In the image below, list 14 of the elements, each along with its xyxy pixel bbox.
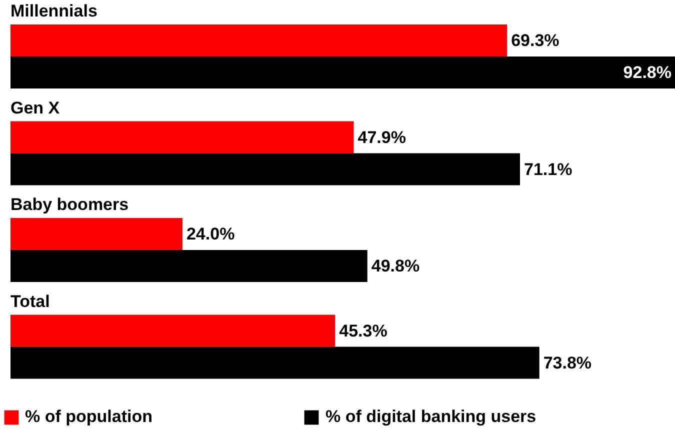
y-tick-label: Baby boomers [10, 195, 129, 214]
data-label: 49.8% [371, 256, 420, 276]
data-label: 71.1% [524, 160, 572, 179]
data-label: 45.3% [339, 321, 388, 340]
y-tick-label: Gen X [10, 98, 60, 118]
data-label: 24.0% [186, 224, 235, 244]
legend-label: % of digital banking users [325, 407, 536, 427]
data-label: 69.3% [511, 31, 560, 50]
data-label: 92.8% [623, 63, 672, 82]
y-tick-label: Millennials [10, 2, 98, 20]
data-label: 47.9% [358, 128, 406, 147]
data-label: 73.8% [543, 353, 592, 372]
legend-label: % of population [25, 407, 152, 427]
y-tick-label: Total [10, 292, 50, 311]
